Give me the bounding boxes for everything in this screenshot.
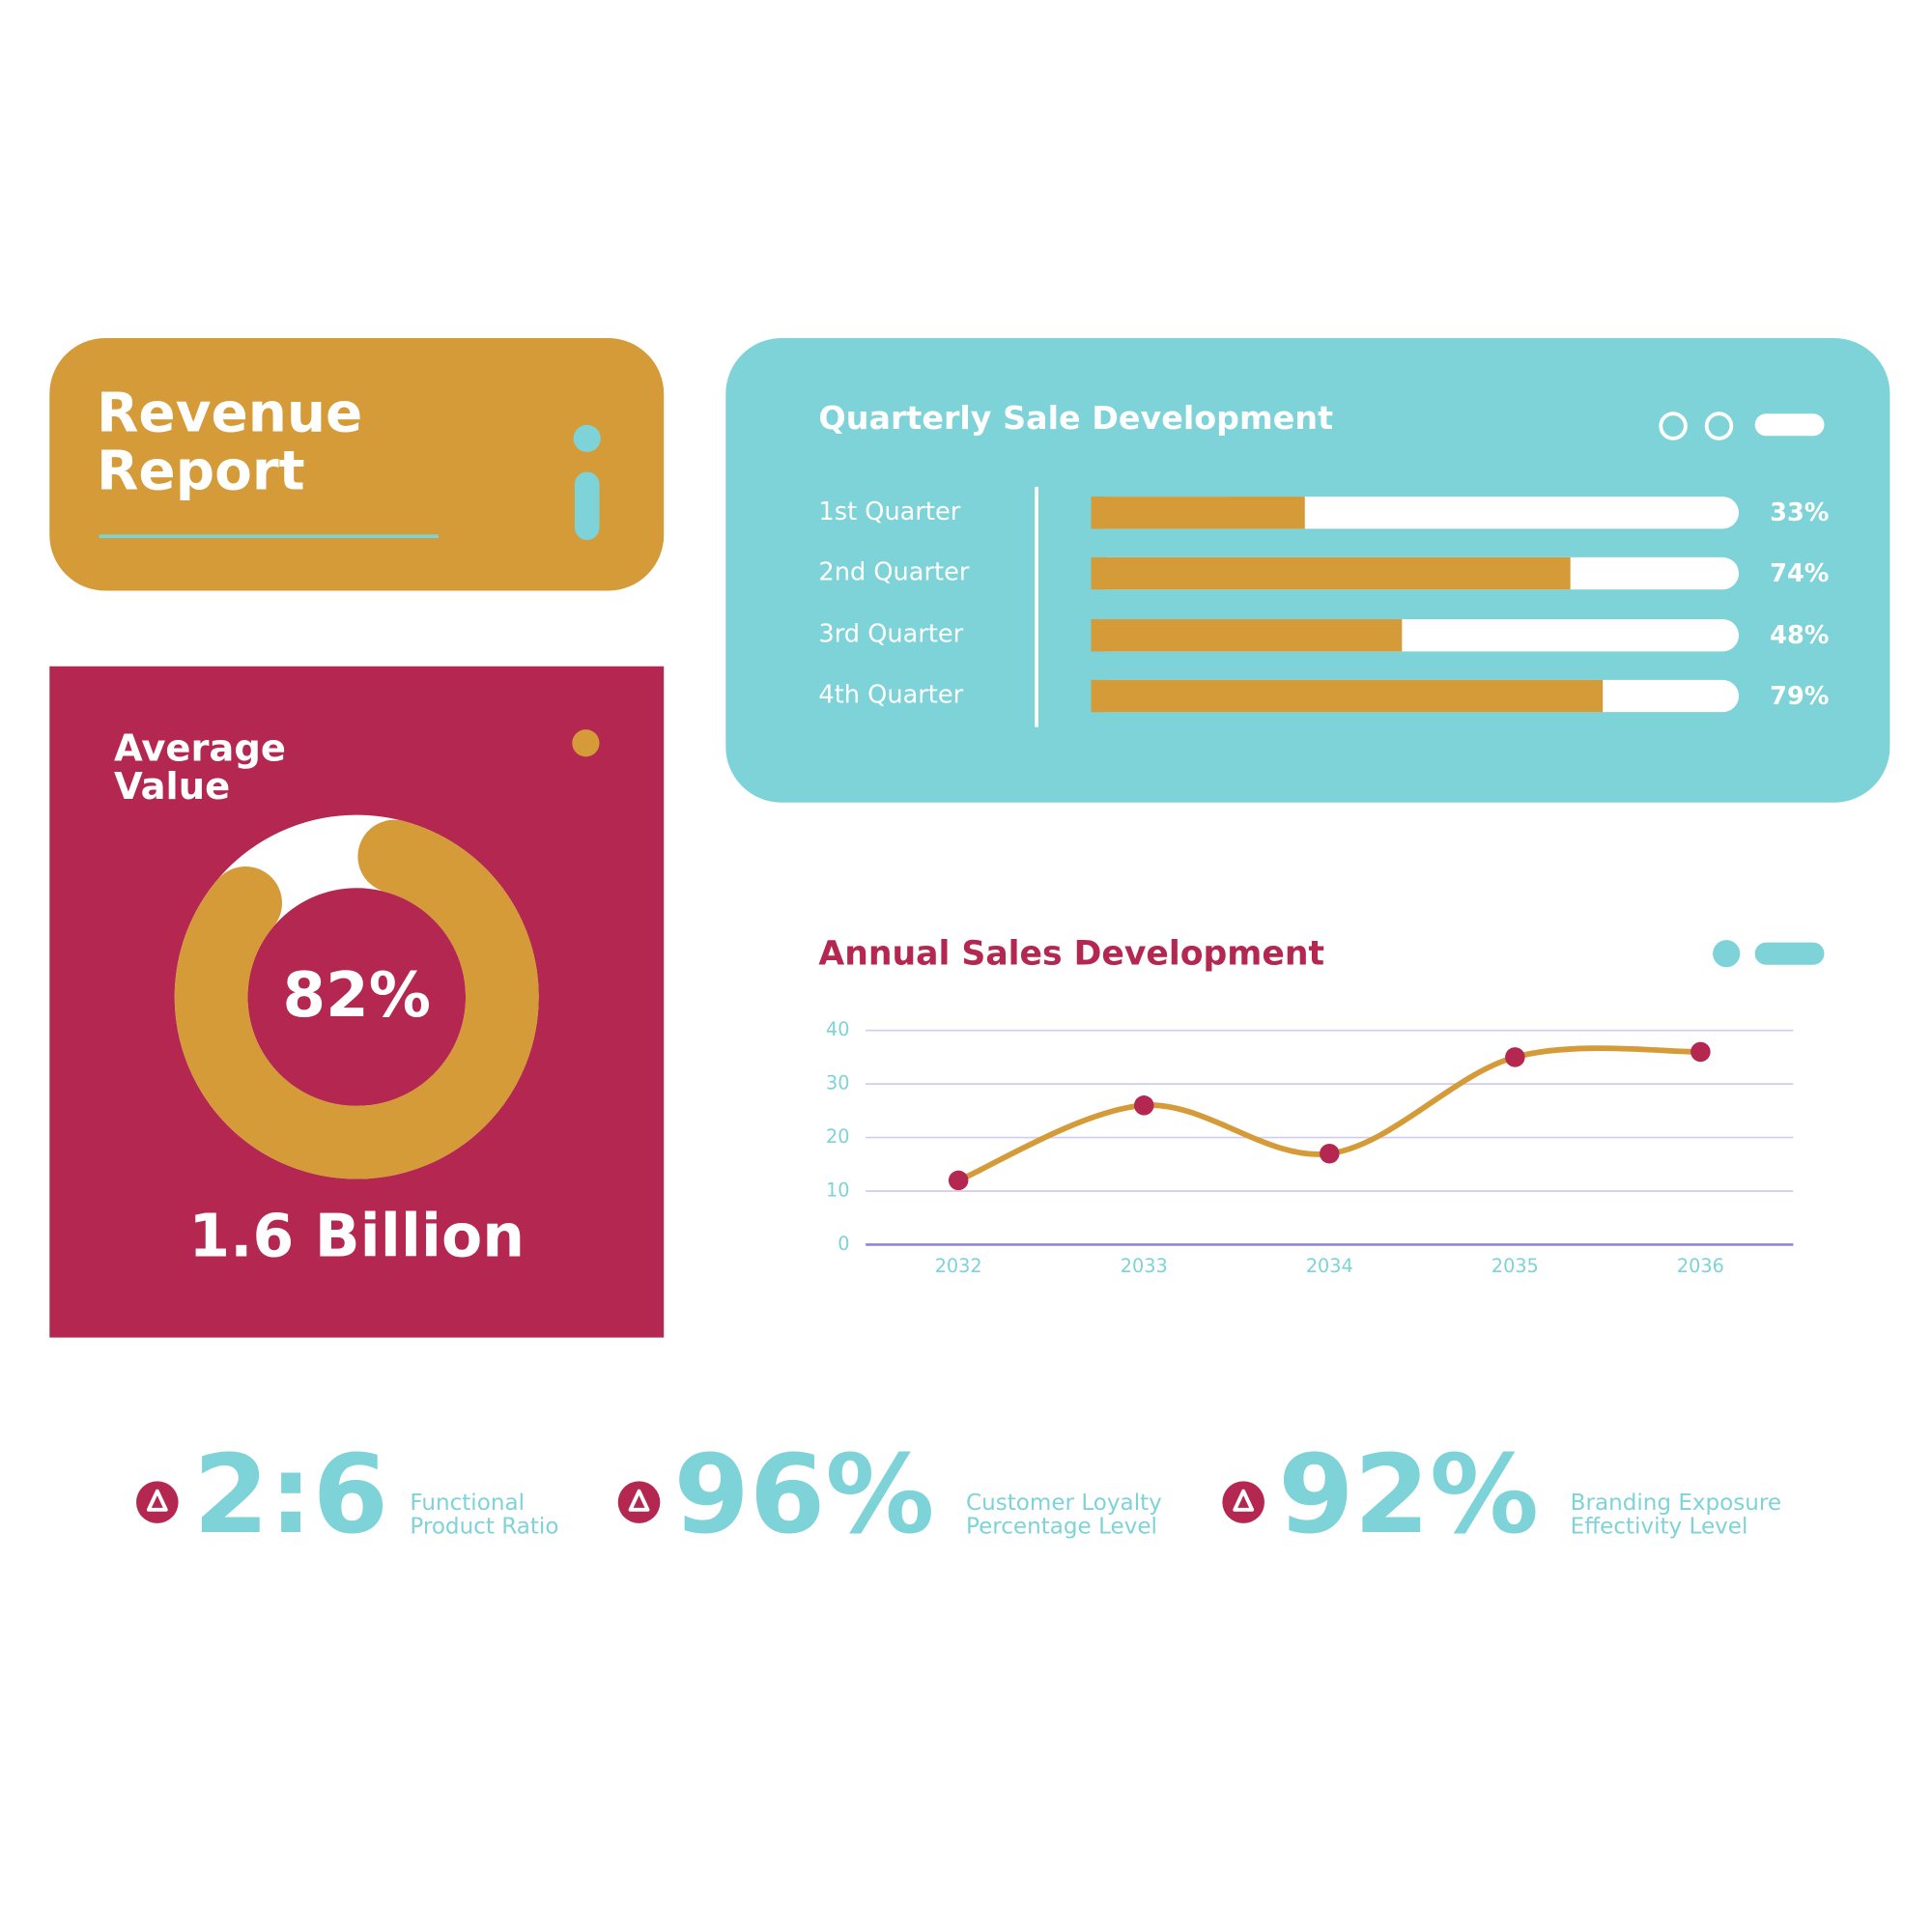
y-tick-label: 10 [826,1179,849,1202]
stat-icon [136,1481,179,1523]
stat-icon [1222,1481,1264,1523]
category-label: 3rd Quarter [818,620,963,649]
header-title: Report [97,440,305,503]
x-tick-label: 2035 [1492,1255,1539,1277]
stat-icon-arrow [628,1489,650,1512]
x-tick-label: 2036 [1677,1255,1724,1277]
value-label: 33% [1770,498,1829,527]
stat-label: Percentage Level [966,1514,1157,1539]
stat-label: Product Ratio [410,1514,558,1539]
y-tick-label: 40 [826,1018,849,1040]
window-icon [1659,412,1688,440]
info-icon-bar [574,471,600,540]
category-label: 4th Quarter [818,681,963,710]
stat-value: 92% [1278,1431,1539,1558]
donut-arc [174,819,539,1179]
stat-value: 2:6 [193,1431,388,1558]
y-tick-label: 0 [838,1233,849,1255]
point [1320,1143,1340,1164]
category-label: 2nd Quarter [818,558,969,587]
y-tick-label: 30 [826,1072,849,1094]
window-icon [1754,413,1825,437]
window-icon [1754,942,1825,965]
bar [1091,679,1604,713]
stat-icon [617,1481,661,1523]
header-card [49,338,665,591]
info-icon-dot [573,424,601,452]
stat-label: Customer Loyalty [966,1491,1162,1516]
point [948,1170,969,1191]
line-title: Annual Sales Development [818,934,1324,973]
bar-title: Quarterly Sale Development [818,399,1333,437]
card-dot [572,729,600,757]
stat-icon-arrow [1233,1489,1255,1512]
donut-card [49,666,665,1338]
bar [1091,619,1403,652]
stat-label: Branding Exposure [1571,1491,1781,1516]
x-tick-label: 2034 [1306,1255,1353,1277]
value-label: 48% [1770,621,1829,650]
point [1505,1047,1525,1067]
category-label: 1st Quarter [818,497,960,526]
bar [1091,556,1571,590]
value-label: 79% [1770,682,1829,711]
stat-label: Functional [410,1491,525,1516]
y-tick-label: 20 [826,1125,849,1148]
stat-icon-arrow [146,1489,168,1512]
stat-label: Effectivity Level [1571,1514,1748,1539]
stat-value: 96% [673,1431,934,1558]
point [1133,1095,1154,1116]
donut-title: Value [114,765,230,809]
window-icon [1713,940,1741,968]
x-tick-label: 2032 [935,1255,982,1277]
window-icon [1704,412,1734,440]
x-tick-label: 2033 [1121,1255,1168,1277]
bar [1091,497,1305,529]
header-title: Revenue [97,382,362,444]
value-label: 74% [1770,559,1829,588]
donut-title: Average [114,726,286,770]
donut-value-label: 82% [283,960,431,1032]
point [1690,1041,1711,1063]
donut-subtitle: 1.6 Billion [188,1201,525,1270]
